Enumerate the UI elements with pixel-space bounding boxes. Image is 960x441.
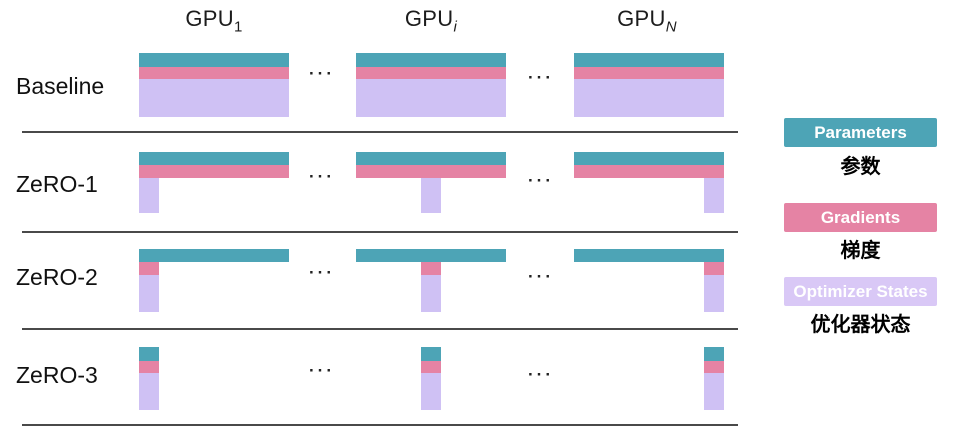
parameters-shard — [139, 347, 159, 361]
gpu-n-subscript: N — [665, 18, 677, 36]
optimizer-states-shard — [421, 373, 441, 410]
gradients-segment — [139, 165, 289, 178]
ellipsis: ··· — [528, 171, 554, 190]
gradients-segment — [574, 67, 724, 79]
optimizer-states-shard — [704, 275, 724, 312]
parameters-segment — [574, 152, 724, 165]
gpu-1-label: GPU — [185, 6, 234, 31]
ellipsis: ··· — [309, 361, 335, 380]
gradients-shard — [139, 262, 159, 275]
gradients-segment — [139, 67, 289, 79]
ellipsis: ··· — [528, 267, 554, 286]
ellipsis: ··· — [309, 167, 335, 186]
gradients-segment — [356, 165, 506, 178]
row-label-zero2: ZeRO-2 — [16, 264, 98, 290]
row-separator — [22, 328, 738, 330]
ellipsis: ··· — [309, 64, 335, 83]
parameters-segment — [139, 152, 289, 165]
parameters-segment — [574, 249, 724, 262]
optimizer-states-shard — [139, 275, 159, 312]
row-label-zero1: ZeRO-1 — [16, 171, 98, 197]
row-label-zero3: ZeRO-3 — [16, 362, 98, 388]
optimizer-states-shard — [704, 373, 724, 410]
optimizer-states-shard — [139, 178, 159, 213]
optimizer-states-segment — [356, 79, 506, 117]
gradients-shard — [704, 262, 724, 275]
parameters-segment — [356, 53, 506, 67]
legend-parameters-badge: Parameters — [784, 118, 937, 147]
gpu-1-header: GPU1 — [154, 6, 274, 36]
gpu-i-subscript: i — [453, 18, 458, 36]
legend-optimizer-states-zh: 优化器状态 — [810, 314, 911, 336]
parameters-segment — [574, 53, 724, 67]
legend-gradients-badge: Gradients — [784, 203, 937, 232]
ellipsis: ··· — [528, 68, 554, 87]
gradients-shard — [421, 262, 441, 275]
gradients-segment — [574, 165, 724, 178]
ellipsis: ··· — [309, 263, 335, 282]
parameters-segment — [356, 249, 506, 262]
gpu-i-header: GPUi — [371, 6, 491, 36]
gradients-shard — [704, 361, 724, 373]
gpu-n-header: GPUN — [587, 6, 707, 36]
gradients-segment — [356, 67, 506, 79]
gpu-i-label: GPU — [404, 6, 454, 31]
optimizer-states-shard — [421, 178, 441, 213]
parameters-segment — [139, 249, 289, 262]
row-separator — [22, 131, 738, 133]
optimizer-states-shard — [704, 178, 724, 213]
optimizer-states-shard — [139, 373, 159, 410]
optimizer-states-segment — [574, 79, 724, 117]
legend-parameters-zh: 参数 — [840, 156, 881, 178]
legend-optimizer-states-badge: Optimizer States — [784, 277, 937, 306]
row-label-baseline: Baseline — [16, 73, 105, 99]
gradients-shard — [139, 361, 159, 373]
optimizer-states-shard — [421, 275, 441, 312]
parameters-shard — [704, 347, 724, 361]
parameters-segment — [139, 53, 289, 67]
parameters-segment — [356, 152, 506, 165]
optimizer-states-segment — [139, 79, 289, 117]
parameters-shard — [421, 347, 441, 361]
row-separator — [22, 231, 738, 233]
gpu-1-subscript: 1 — [233, 18, 243, 36]
row-separator — [22, 424, 738, 426]
ellipsis: ··· — [528, 365, 554, 384]
legend-gradients-zh: 梯度 — [840, 240, 881, 262]
gpu-n-label: GPU — [617, 6, 666, 31]
gradients-shard — [421, 361, 441, 373]
